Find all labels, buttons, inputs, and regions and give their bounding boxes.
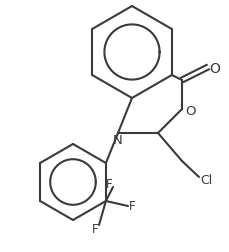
Text: F: F: [91, 223, 98, 236]
Text: Cl: Cl: [199, 173, 211, 186]
Text: N: N: [113, 133, 122, 146]
Text: F: F: [105, 178, 112, 191]
Text: F: F: [128, 200, 135, 213]
Text: O: O: [209, 62, 219, 76]
Text: O: O: [185, 104, 195, 117]
